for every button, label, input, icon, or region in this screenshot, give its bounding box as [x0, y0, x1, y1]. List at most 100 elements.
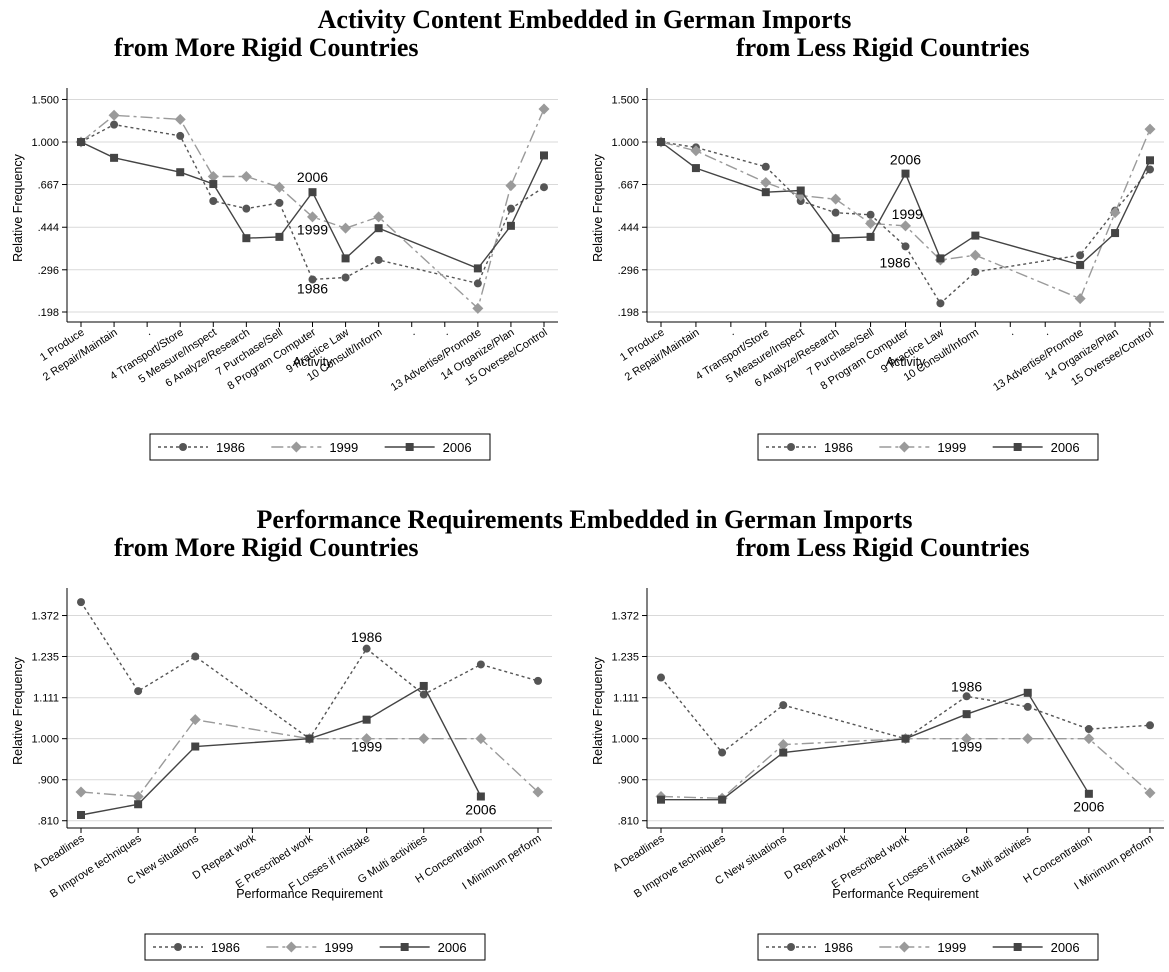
- series-line-2006: [80, 141, 545, 270]
- data-point-1999: [1144, 787, 1156, 799]
- annotation-label: 1986: [351, 629, 382, 645]
- data-point-2006: [831, 234, 840, 243]
- annotation-label: 1986: [297, 281, 328, 297]
- x-tick-label: .: [408, 326, 417, 338]
- y-axis-label: Relative Frequency: [11, 153, 25, 261]
- y-tick-label: 1.000: [31, 734, 59, 746]
- legend-label-1999: 1999: [937, 440, 966, 455]
- y-tick-label: 1.111: [613, 693, 639, 705]
- data-point-1986: [362, 644, 371, 653]
- bottom-right-subtitle: from Less Rigid Countries: [736, 533, 1030, 562]
- data-point-1999: [760, 176, 772, 188]
- data-point-1986: [657, 673, 665, 682]
- data-point-2006: [901, 734, 910, 743]
- y-tick-label: 1.372: [31, 611, 59, 623]
- series-2006: [77, 681, 485, 819]
- bottom-left-subtitle: from More Rigid Countries: [114, 533, 419, 562]
- data-point-1999: [532, 786, 544, 798]
- data-point-1986: [962, 692, 971, 701]
- x-tick-label: .: [144, 326, 153, 338]
- y-tick-label: 1.235: [31, 651, 59, 663]
- bottom-section-title: Performance Requirements Embedded in Ger…: [256, 505, 913, 534]
- data-point-2006: [540, 151, 548, 160]
- chart-performance-less-rigid: .810 .900 1.000 1.111 1.235 1.372 Relative Fre…: [590, 570, 1169, 970]
- annotation-label: 1986: [951, 679, 982, 695]
- x-axis-label: Activity: [886, 355, 926, 369]
- annotation-label: 1999: [951, 739, 982, 755]
- chart-performance-more-rigid-svg: .810 .900 1.000 1.111 1.235 1.372 Relative Fre…: [11, 588, 552, 961]
- data-point-1999: [75, 786, 87, 798]
- data-point-1986: [341, 273, 350, 282]
- legend-marker-2006: [400, 943, 409, 951]
- y-axis-label: Relative Frequency: [591, 153, 605, 261]
- legend-label-1999: 1999: [324, 940, 353, 955]
- y-tick-label: .296: [618, 265, 639, 277]
- data-point-1986: [779, 701, 788, 710]
- y-tick-label: .810: [38, 816, 59, 828]
- legend: 1986 1999 2006: [757, 933, 1099, 961]
- y-tick-label: .667: [38, 180, 59, 192]
- data-point-1986: [110, 120, 119, 129]
- y-tick-label: 1.000: [611, 137, 639, 149]
- x-tick-label: .: [441, 326, 450, 338]
- data-point-1986: [77, 598, 85, 607]
- data-point-2006: [242, 234, 251, 243]
- data-point-2006: [962, 710, 971, 719]
- legend-marker-1999: [898, 441, 910, 453]
- data-point-1999: [207, 170, 219, 182]
- legend-label-2006: 2006: [1051, 440, 1080, 455]
- legend-label-1999: 1999: [937, 940, 966, 955]
- data-point-1999: [1083, 733, 1095, 745]
- annotation-label: 1999: [892, 206, 923, 222]
- data-point-1999: [830, 193, 842, 205]
- data-point-1999: [475, 733, 487, 745]
- x-tick-label: .: [727, 326, 736, 338]
- data-point-2006: [657, 138, 665, 147]
- data-point-2006: [1076, 260, 1085, 269]
- data-point-1986: [476, 660, 485, 669]
- data-point-1999: [108, 109, 120, 121]
- series-line-1986: [80, 601, 539, 740]
- data-point-1986: [1023, 702, 1032, 711]
- data-point-1986: [473, 279, 482, 288]
- data-point-1986: [419, 690, 428, 699]
- data-point-1986: [1146, 721, 1154, 730]
- data-point-2006: [110, 153, 119, 162]
- series-1986: [77, 598, 542, 743]
- data-point-2006: [796, 186, 805, 195]
- data-point-2006: [657, 795, 665, 804]
- data-point-2006: [779, 748, 788, 757]
- data-point-1999: [1074, 293, 1086, 305]
- data-point-1999: [969, 249, 981, 261]
- data-point-2006: [191, 742, 200, 751]
- top-section-title: Activity Content Embedded in German Impo…: [317, 5, 852, 34]
- legend-marker-2006: [405, 443, 414, 451]
- data-point-1999: [132, 790, 144, 802]
- data-point-2006: [134, 800, 143, 809]
- legend-label-1986: 1986: [211, 940, 240, 955]
- data-point-1999: [1109, 207, 1121, 219]
- data-point-2006: [341, 254, 350, 263]
- series-line-1999: [660, 128, 1151, 300]
- legend-marker-1999: [285, 941, 297, 953]
- series-line-1986: [80, 123, 545, 285]
- legend-marker-1999: [898, 941, 910, 953]
- y-tick-label: 1.235: [611, 651, 639, 663]
- y-tick-label: 1.111: [33, 693, 59, 705]
- series-line-2006: [660, 141, 1151, 266]
- data-point-1986: [308, 275, 317, 284]
- data-point-1986: [761, 162, 770, 171]
- x-tick-label: B Improve techniques: [48, 832, 144, 900]
- data-point-1986: [534, 676, 542, 685]
- data-point-1999: [361, 733, 373, 745]
- data-point-2006: [866, 232, 875, 241]
- data-point-1999: [690, 145, 702, 157]
- annotation-label: 1999: [351, 739, 382, 755]
- legend-marker-2006: [1013, 443, 1022, 451]
- data-point-1986: [374, 255, 383, 264]
- data-point-2006: [506, 221, 515, 230]
- y-axis-label: Relative Frequency: [591, 656, 605, 764]
- chart-activity-less-rigid: .198 .296 .444 .667 1.000 1.500 Relative Frequ…: [590, 70, 1169, 480]
- data-point-1999: [174, 113, 186, 125]
- chart-performance-less-rigid-svg: .810 .900 1.000 1.111 1.235 1.372 Relative Fre…: [591, 588, 1164, 961]
